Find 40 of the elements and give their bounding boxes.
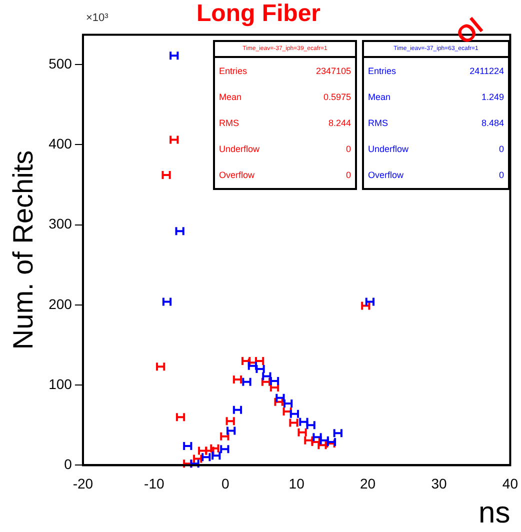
annotation: Mean (368, 92, 391, 102)
y-tick-label: 0 (64, 456, 72, 472)
annotation: Entries (368, 66, 396, 76)
annotation: Underflow (368, 144, 409, 154)
y-tick-label: 100 (48, 376, 72, 392)
x-tick-label: 10 (288, 475, 305, 492)
y-tick-label: 200 (48, 296, 72, 312)
annotation: RMS (368, 118, 388, 128)
chart-title: Long Fiber (196, 0, 320, 28)
annotation: 0 (346, 144, 351, 154)
annotation: Overflow (368, 170, 404, 180)
annotation: Overflow (219, 170, 255, 180)
text: ×10³ (86, 12, 108, 24)
point (254, 356, 264, 366)
annotation: 0 (346, 170, 351, 180)
annotation: 2347105 (316, 66, 351, 76)
annotation: 8.484 (481, 118, 504, 128)
x-tick-label: -20 (72, 475, 94, 492)
point (190, 458, 200, 469)
x-tick-label: -10 (144, 475, 164, 492)
annotation: Underflow (219, 144, 260, 154)
annotation: 0 (498, 144, 504, 154)
annotation: Entries (219, 66, 248, 76)
x-axis-title: ns (478, 496, 510, 530)
y-axis-title: Num. of Rechits (8, 150, 39, 350)
y-tick-label: 400 (48, 135, 72, 152)
annotation: 1.249 (481, 92, 504, 102)
x-tick-label: 0 (221, 475, 230, 492)
x-tick-label: 20 (360, 475, 376, 492)
y-tick-label: 300 (48, 216, 72, 232)
annotation: 8.244 (328, 118, 351, 128)
x-tick-label: 40 (502, 475, 518, 492)
x-tick-label: 30 (431, 475, 447, 492)
annotation: Mean (219, 92, 242, 102)
annotation: 0.5975 (323, 92, 351, 102)
y-tick-label: 500 (48, 55, 72, 72)
annotation: RMS (219, 118, 239, 128)
annotation: 2411224 (470, 66, 504, 76)
point (202, 452, 211, 462)
annotation: 0 (498, 170, 504, 180)
